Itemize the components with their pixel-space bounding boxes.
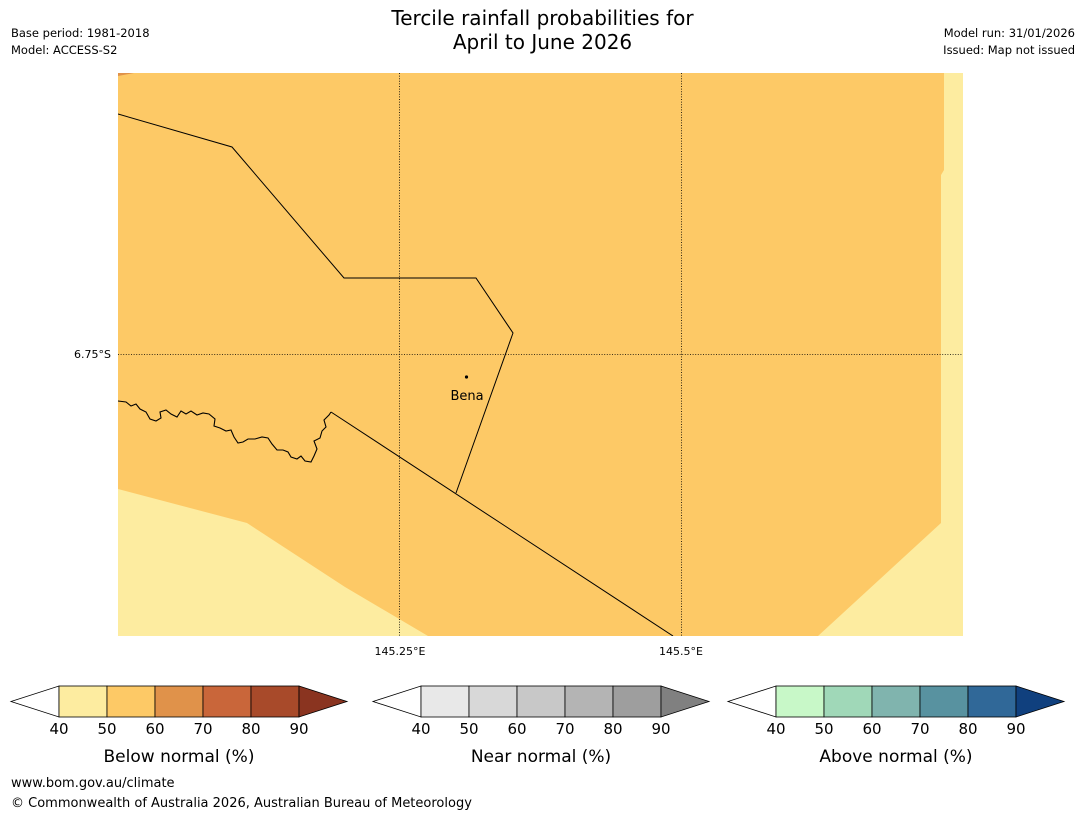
colorbar-tick-label: 50 — [814, 720, 833, 738]
colorbar-extend-low — [9, 685, 60, 718]
colorbar-bin — [468, 685, 518, 718]
colorbar-title: Near normal (%) — [471, 747, 611, 767]
colorbar-tick-label: 70 — [555, 720, 574, 738]
colorbar-bin — [106, 685, 156, 718]
colorbar-near: 40 50 60 70 80 90 Near normal (%) — [371, 685, 711, 767]
colorbar-bin — [775, 685, 825, 718]
issued-status: Issued: Map not issued — [943, 43, 1075, 57]
colorbar-tick-label: 60 — [507, 720, 526, 738]
lat-tick-label: 6.75°S — [74, 348, 111, 361]
province-border — [330, 411, 674, 636]
map-area: Bena — [118, 73, 963, 636]
colorbar-bin — [250, 685, 300, 718]
colorbar-above: 40 50 60 70 80 90 Above normal (%) — [726, 685, 1066, 767]
meta-left: Base period: 1981-2018 Model: ACCESS-S2 — [11, 25, 150, 59]
colorbar-group: 40 50 60 70 80 90 Below normal (%) 40 50 60 70 80 90… — [9, 685, 1066, 767]
footer: www.bom.gov.au/climate © Commonwealth of… — [11, 774, 472, 814]
colorbar-tick-label: 50 — [97, 720, 116, 738]
place-label: Bena — [450, 389, 483, 404]
colorbar-tick-label: 70 — [910, 720, 929, 738]
colorbar-tick-label: 40 — [49, 720, 68, 738]
province-border — [118, 113, 514, 494]
model-run: Model run: 31/01/2026 — [943, 26, 1075, 40]
footer-url: www.bom.gov.au/climate — [11, 776, 175, 791]
colorbar-extend-high — [1015, 685, 1066, 718]
river-line — [118, 400, 332, 463]
place-marker — [464, 375, 469, 379]
colorbar-below: 40 50 60 70 80 90 Below normal (%) — [9, 685, 349, 767]
colorbar-bin — [612, 685, 662, 718]
colorbar-tick-label: 80 — [241, 720, 260, 738]
colorbar-bin — [967, 685, 1017, 718]
colorbar-tick-label: 90 — [1006, 720, 1025, 738]
title-line-2: April to June 2026 — [452, 30, 633, 54]
base-period: Base period: 1981-2018 — [11, 26, 150, 40]
page-title: Tercile rainfall probabilities for April… — [0, 6, 1085, 54]
colorbar-tick-label: 40 — [766, 720, 785, 738]
colorbar-bin — [871, 685, 921, 718]
colorbar-tick-label: 90 — [651, 720, 670, 738]
colorbar-title: Above normal (%) — [819, 747, 972, 767]
colorbar-tick-label: 90 — [289, 720, 308, 738]
colorbar-bin — [564, 685, 614, 718]
colorbar-tick-label: 60 — [145, 720, 164, 738]
colorbar-extend-high — [298, 685, 349, 718]
colorbar-extend-low — [371, 685, 422, 718]
colorbar-tick-label: 70 — [193, 720, 212, 738]
colorbar-extend-high — [660, 685, 711, 718]
colorbar-bin — [420, 685, 470, 718]
colorbar-extend-low — [726, 685, 777, 718]
footer-copyright: © Commonwealth of Australia 2026, Austra… — [11, 796, 472, 811]
colorbar-bin — [154, 685, 204, 718]
colorbar-bin — [919, 685, 969, 718]
colorbar-tick-label: 60 — [862, 720, 881, 738]
colorbar-bin — [58, 685, 108, 718]
lon-tick-label: 145.5°E — [659, 645, 703, 658]
colorbar-bin — [202, 685, 252, 718]
probability-region-corner — [118, 73, 134, 76]
model-name: Model: ACCESS-S2 — [11, 43, 118, 57]
probability-region-50-60 — [118, 73, 944, 636]
colorbar-title: Below normal (%) — [104, 747, 255, 767]
colorbar-tick-label: 50 — [459, 720, 478, 738]
title-line-1: Tercile rainfall probabilities for — [391, 6, 694, 30]
colorbar-tick-label: 40 — [411, 720, 430, 738]
lon-tick-label: 145.25°E — [375, 645, 426, 658]
colorbar-bin — [516, 685, 566, 718]
colorbar-tick-label: 80 — [958, 720, 977, 738]
meta-right: Model run: 31/01/2026 Issued: Map not is… — [943, 25, 1075, 59]
colorbar-bin — [823, 685, 873, 718]
colorbar-tick-label: 80 — [603, 720, 622, 738]
